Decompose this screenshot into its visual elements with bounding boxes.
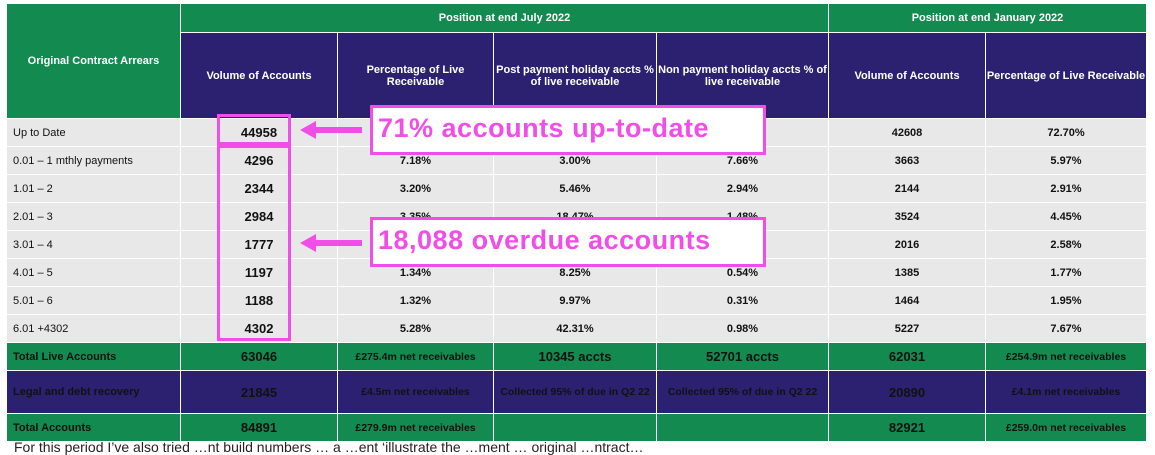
cell-volume-jan: 3524 — [828, 202, 986, 231]
cell-volume-jan: 2016 — [828, 230, 986, 259]
header-pct-live: Percentage of Live Receivable — [337, 32, 494, 119]
header-group-jan: Position at end January 2022 — [828, 3, 1147, 33]
cell-pct-jan: 1.95% — [985, 286, 1147, 315]
arrow-left-icon — [300, 234, 362, 252]
annotation-uptodate: 71% accounts up-to-date — [370, 105, 766, 155]
cell-post: Collected 95% of due in Q2 22 — [493, 370, 657, 414]
cell-pct: £275.4m net receivables — [337, 342, 494, 371]
cell-pct-jan: £259.0m net receivables — [985, 413, 1147, 442]
row-label: Legal and debt recovery — [6, 370, 181, 414]
cell-post: 5.46% — [493, 174, 657, 203]
cell-volume-jan: 42608 — [828, 118, 986, 147]
cell-non: 2.94% — [656, 174, 829, 203]
cell-pct-jan: 2.58% — [985, 230, 1147, 259]
row-label: 6.01 +4302 — [6, 314, 181, 343]
table-row: 1.01 – 2 2344 3.20% 5.46% 2.94% 2144 2.9… — [6, 174, 1147, 203]
arrow-left-icon — [300, 121, 362, 139]
header-pct-live-jan: Percentage of Live Receivable — [985, 32, 1147, 119]
header-volume-jan: Volume of Accounts — [828, 32, 986, 119]
cell-non: Collected 95% of due in Q2 22 — [656, 370, 829, 414]
cell-volume: 2344 — [180, 174, 338, 203]
row-label: Total Accounts — [6, 413, 181, 442]
cell-volume-jan: 62031 — [828, 342, 986, 371]
row-label: 3.01 – 4 — [6, 230, 181, 259]
cell-pct: 5.28% — [337, 314, 494, 343]
cell-pct: 1.32% — [337, 286, 494, 315]
cell-volume: 4296 — [180, 146, 338, 175]
cell-volume-jan: 5227 — [828, 314, 986, 343]
highlight-box-uptodate — [217, 114, 291, 145]
cell-pct-jan: 4.45% — [985, 202, 1147, 231]
header-non-holiday: Non payment holiday accts % of live rece… — [656, 32, 829, 119]
cell-volume: 84891 — [180, 413, 338, 442]
table-row: 5.01 – 6 1188 1.32% 9.97% 0.31% 1464 1.9… — [6, 286, 1147, 315]
cell-non: 52701 accts — [656, 342, 829, 371]
cell-volume: 1188 — [180, 286, 338, 315]
row-label: 0.01 – 1 mthly payments — [6, 146, 181, 175]
cell-pct-jan: £4.1m net receivables — [985, 370, 1147, 414]
total-live-row: Total Live Accounts 63046 £275.4m net re… — [6, 342, 1147, 371]
cell-volume-jan: 2144 — [828, 174, 986, 203]
header-group-july: Position at end July 2022 — [180, 3, 829, 33]
cell-pct-jan: 72.70% — [985, 118, 1147, 147]
cell-volume-jan: 20890 — [828, 370, 986, 414]
cell-volume-jan: 82921 — [828, 413, 986, 442]
cell-volume: 21845 — [180, 370, 338, 414]
cell-post: 42.31% — [493, 314, 657, 343]
cell-pct-jan: £254.9m net receivables — [985, 342, 1147, 371]
cell-pct: 3.20% — [337, 174, 494, 203]
cell-post — [493, 413, 657, 442]
cell-pct-jan: 5.97% — [985, 146, 1147, 175]
row-label: Total Live Accounts — [6, 342, 181, 371]
cell-pct-jan: 1.77% — [985, 258, 1147, 287]
cell-pct: £4.5m net receivables — [337, 370, 494, 414]
table-row: 6.01 +4302 4302 5.28% 42.31% 0.98% 5227 … — [6, 314, 1147, 343]
header-row-label: Original Contract Arrears — [6, 3, 181, 119]
cell-pct-jan: 2.91% — [985, 174, 1147, 203]
cell-volume-jan: 1385 — [828, 258, 986, 287]
row-label: 4.01 – 5 — [6, 258, 181, 287]
cell-volume-jan: 3663 — [828, 146, 986, 175]
cell-non: 0.98% — [656, 314, 829, 343]
footer-text: For this period I’ve also tried …nt buil… — [14, 439, 644, 455]
row-label: 1.01 – 2 — [6, 174, 181, 203]
legal-row: Legal and debt recovery 21845 £4.5m net … — [6, 370, 1147, 414]
cell-volume-jan: 1464 — [828, 286, 986, 315]
cell-pct: £279.9m net receivables — [337, 413, 494, 442]
cell-pct-jan: 7.67% — [985, 314, 1147, 343]
annotation-overdue: 18,088 overdue accounts — [370, 217, 766, 267]
cell-post: 10345 accts — [493, 342, 657, 371]
highlight-box-overdue — [217, 145, 291, 341]
cell-non: 0.31% — [656, 286, 829, 315]
cell-post: 9.97% — [493, 286, 657, 315]
row-label: Up to Date — [6, 118, 181, 147]
row-label: 5.01 – 6 — [6, 286, 181, 315]
header-volume: Volume of Accounts — [180, 32, 338, 119]
cell-volume: 63046 — [180, 342, 338, 371]
cell-volume: 4302 — [180, 314, 338, 343]
row-label: 2.01 – 3 — [6, 202, 181, 231]
cell-non — [656, 413, 829, 442]
cell-volume: 2984 — [180, 202, 338, 231]
total-accounts-row: Total Accounts 84891 £279.9m net receiva… — [6, 413, 1147, 442]
